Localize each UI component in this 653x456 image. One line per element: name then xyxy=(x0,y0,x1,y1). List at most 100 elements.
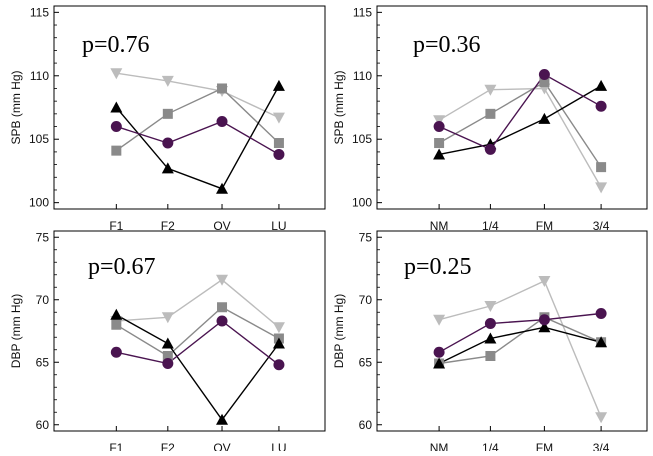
series-line-circle xyxy=(438,73,602,151)
series-line-triangle-up xyxy=(438,326,602,365)
data-point-triangle-down xyxy=(216,274,229,286)
data-point-triangle-up xyxy=(272,337,285,349)
data-point-triangle-up xyxy=(484,332,497,344)
data-point-square xyxy=(162,108,173,119)
data-point-square xyxy=(273,138,284,149)
y-tick-label: 70 xyxy=(359,293,373,307)
data-point-circle xyxy=(273,359,285,371)
p-value-label: p=0.76 xyxy=(82,32,150,58)
y-tick-label: 110 xyxy=(353,69,372,83)
y-tick-label: 100 xyxy=(352,196,372,210)
x-tick-label: F2 xyxy=(161,441,175,451)
series-line-triangle-down xyxy=(116,278,280,328)
data-point-square xyxy=(217,83,228,94)
data-point-triangle-up xyxy=(110,101,123,113)
y-tick-label: 75 xyxy=(36,230,50,244)
y-tick-label: 115 xyxy=(30,5,49,19)
y-axis-label: DBP (mm Hg) xyxy=(332,294,346,368)
data-point-circle xyxy=(484,143,496,155)
x-tick-label: LU xyxy=(271,441,286,451)
data-point-triangle-down xyxy=(272,322,285,334)
data-point-circle xyxy=(162,137,174,149)
p-value-label: p=0.25 xyxy=(404,254,472,280)
y-axis-label: SPB (mm Hg) xyxy=(9,70,23,144)
data-point-square xyxy=(434,138,445,149)
data-point-triangle-down xyxy=(161,312,174,324)
y-tick-label: 70 xyxy=(36,293,50,307)
data-point-triangle-up xyxy=(216,413,229,425)
data-point-circle xyxy=(595,308,607,319)
x-tick-label: F2 xyxy=(161,219,175,233)
data-point-circle xyxy=(484,318,496,329)
y-tick-label: 65 xyxy=(36,355,50,369)
y-tick-label: 60 xyxy=(36,418,50,432)
y-tick-label: 105 xyxy=(352,132,372,146)
x-tick-label: 1/4 xyxy=(482,219,499,233)
data-point-square xyxy=(162,351,173,361)
data-point-triangle-down xyxy=(538,276,551,287)
y-tick-label: 65 xyxy=(359,355,373,369)
y-tick-label: 100 xyxy=(29,196,49,210)
series-line-triangle-up xyxy=(115,314,280,421)
data-point-square xyxy=(596,162,607,173)
plot-frame xyxy=(376,230,648,432)
data-point-triangle-down xyxy=(433,115,446,127)
data-point-circle xyxy=(538,69,550,81)
data-point-circle xyxy=(110,346,122,358)
data-point-triangle-down xyxy=(272,112,285,124)
data-point-circle xyxy=(216,315,228,327)
data-point-circle xyxy=(433,121,445,133)
x-tick-label: 3/4 xyxy=(593,441,610,451)
data-point-triangle-down xyxy=(484,301,497,312)
series-line-square xyxy=(115,306,280,357)
data-point-circle xyxy=(110,121,122,133)
data-point-triangle-up xyxy=(595,336,608,348)
data-point-triangle-down xyxy=(433,314,446,326)
data-point-square xyxy=(111,319,122,330)
data-point-circle xyxy=(595,100,607,112)
plot-frame xyxy=(53,5,326,210)
x-tick-label: LU xyxy=(271,219,286,233)
data-point-triangle-up xyxy=(216,182,229,194)
data-point-triangle-down xyxy=(484,84,497,96)
p-value-label: p=0.67 xyxy=(88,254,156,280)
data-point-triangle-down xyxy=(595,412,608,424)
series-line-triangle-down xyxy=(116,72,280,119)
y-axis-label: DBP (mm Hg) xyxy=(9,294,23,368)
data-point-square xyxy=(485,351,496,361)
data-point-triangle-up xyxy=(272,79,285,91)
y-tick-label: 115 xyxy=(353,5,372,19)
x-tick-label: NM xyxy=(430,441,449,451)
y-tick-label: 105 xyxy=(29,132,49,146)
x-tick-label: F1 xyxy=(109,219,123,233)
data-point-triangle-up xyxy=(433,357,446,369)
plot-frame xyxy=(376,5,648,210)
plot-frame xyxy=(53,230,326,432)
data-point-circle xyxy=(433,346,445,358)
x-tick-label: FM xyxy=(536,219,553,233)
chart-panel-1: 100 105 110 115 F1 F2 OV LU SPB (mm Hg) p=0.76 xyxy=(9,5,326,233)
data-point-circle xyxy=(273,148,285,160)
x-tick-label: F1 xyxy=(109,441,123,451)
x-tick-label: OV xyxy=(213,441,230,451)
data-point-triangle-down xyxy=(110,68,123,80)
data-point-triangle-up xyxy=(538,321,551,333)
data-point-triangle-up xyxy=(433,148,446,160)
data-point-triangle-up xyxy=(161,162,174,174)
y-tick-label: 75 xyxy=(359,230,373,244)
y-axis-label: SPB (mm Hg) xyxy=(332,70,346,144)
series-line-circle xyxy=(438,312,602,353)
data-point-square xyxy=(485,108,496,119)
series-line-triangle-up xyxy=(115,85,280,190)
x-tick-label: FM xyxy=(536,441,553,451)
p-value-label: p=0.36 xyxy=(413,32,481,58)
series-line-circle xyxy=(116,320,280,366)
x-tick-label: 1/4 xyxy=(482,441,499,451)
chart-panel-2: 100 105 110 115 NM 1/4 FM 3/4 SPB (mm Hg) p=0.36 xyxy=(332,5,648,233)
y-tick-label: 60 xyxy=(359,418,373,432)
data-point-square xyxy=(539,77,550,88)
chart-panel-4: 60 65 70 75 NM 1/4 FM 3/4 DBP (mm Hg) p=0.25 xyxy=(332,230,648,455)
data-point-triangle-down xyxy=(595,182,608,194)
